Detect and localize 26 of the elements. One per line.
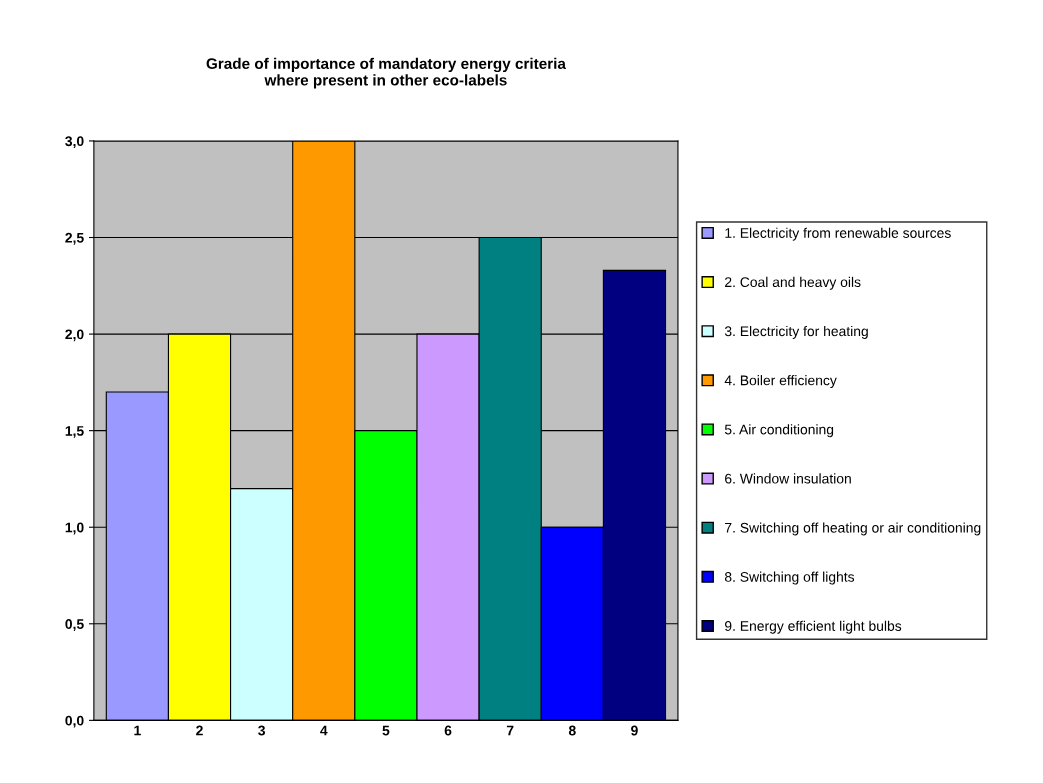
legend-label: 2. Coal and heavy oils (725, 276, 861, 290)
legend-label: 7. Switching off heating or air conditioning (725, 522, 981, 536)
y-tick-label: 3,0 (65, 136, 84, 149)
x-tick-label: 1 (134, 725, 141, 736)
x-tick-label: 3 (258, 725, 265, 736)
legend-label: 8. Switching off lights (724, 571, 855, 585)
x-tick-label: 8 (568, 725, 576, 736)
y-tick-label: 0,5 (65, 619, 84, 631)
chart-title: Grade of importance of mandatory energy criteria where present in other eco-labels (206, 57, 567, 89)
x-tick-label: 5 (382, 725, 390, 736)
y-tick-label: 1,0 (65, 522, 84, 535)
legend-label: 6. Window insulation (725, 473, 851, 484)
x-tick-label: 7 (506, 725, 514, 736)
y-tick-label: 1,5 (65, 426, 84, 438)
x-tick-label: 6 (444, 725, 452, 736)
legend-label: 1. Electricity from renewable sources (725, 227, 951, 241)
x-tick-label: 9 (631, 725, 638, 736)
legend-label: 3. Electricity for heating (724, 325, 868, 339)
legend-label: 4. Boiler efficiency (724, 375, 837, 389)
legend-label: 5. Air conditioning (724, 424, 834, 438)
x-tick-label: 4 (320, 725, 328, 736)
y-tick-label: 2,0 (65, 329, 84, 342)
x-tick-label: 2 (196, 725, 203, 736)
y-tick-label: 2,5 (65, 232, 84, 245)
y-tick-label: 0,0 (65, 715, 84, 728)
legend-label: 9. Energy efficient light bulbs (725, 620, 902, 634)
